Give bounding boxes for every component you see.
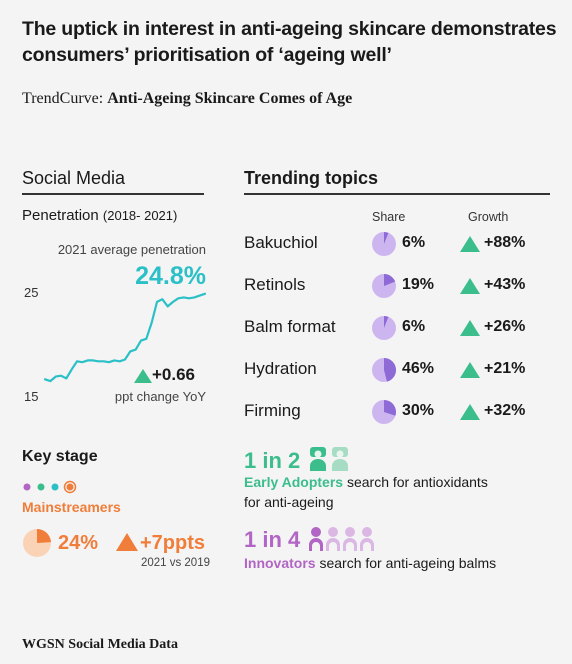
orange-up-triangle-icon — [116, 533, 138, 551]
stage-dot-early-majority — [51, 483, 59, 491]
share-pie-slice — [384, 274, 396, 286]
share-pie-slice — [384, 316, 389, 328]
headline: The uptick in interest in anti-ageing sk… — [22, 18, 557, 66]
mainstreamers-share-value: 24% — [58, 532, 99, 554]
share-pie-bakuchiol — [372, 232, 396, 256]
topic-label-firming: Firming — [244, 401, 301, 420]
subtitle-prefix: TrendCurve: — [22, 90, 104, 107]
social-media-title: Social Media — [22, 168, 126, 188]
share-pie-slice — [384, 232, 389, 244]
delta-value: +0.66 — [152, 365, 196, 384]
growth-up-icon — [460, 278, 480, 294]
growth-value-balm-format: +26% — [484, 318, 526, 335]
early-adopters-text-2: for anti-ageing — [244, 494, 334, 510]
stage-dot-early-adopters — [37, 483, 45, 491]
innovators-label: Innovators — [244, 555, 316, 571]
trending-title: Trending topics — [244, 168, 379, 188]
penetration-line — [43, 292, 207, 383]
growth-up-icon — [460, 404, 480, 420]
y-tick-top: 25 — [24, 285, 39, 300]
topic-label-retinols: Retinols — [244, 275, 306, 294]
subtitle: TrendCurve: Anti-Ageing Skincare Comes o… — [22, 90, 352, 108]
early-adopters-text-1: search for antioxidants — [346, 474, 488, 490]
topic-label-bakuchiol: Bakuchiol — [244, 233, 318, 252]
penetration-heading: Penetration (2018- 2021) — [22, 207, 177, 224]
topic-label-balm-format: Balm format — [244, 317, 336, 336]
topic-label-hydration: Hydration — [244, 359, 317, 378]
innovators-text-body: search for anti-ageing balms — [319, 555, 497, 571]
avg-penetration-value: 24.8% — [135, 262, 206, 290]
early-adopters-people-icon — [310, 447, 348, 471]
early-adopters-text: Early Adopters search for antioxidants f… — [244, 472, 544, 512]
growth-up-icon — [460, 236, 480, 252]
share-pie-slice — [384, 358, 396, 382]
up-triangle-icon — [134, 369, 152, 383]
delta-label: ppt change YoY — [114, 389, 206, 404]
source-label: WGSN Social Media Data — [22, 637, 178, 652]
penetration-range: (2018- 2021) — [102, 208, 178, 223]
early-adopters-ratio: 1 in 2 — [244, 448, 301, 473]
innovators-ratio: 1 in 4 — [244, 527, 301, 552]
share-pie-firming — [372, 400, 396, 424]
innovators-text: Innovators search for anti-ageing balms — [244, 553, 544, 573]
stage-name: Mainstreamers — [22, 499, 121, 515]
growth-up-icon — [460, 362, 480, 378]
share-value-hydration: 46% — [402, 360, 435, 377]
share-pie-balm-format — [372, 316, 396, 340]
early-adopters-label: Early Adopters — [244, 474, 344, 490]
penetration-line-chart — [43, 292, 207, 383]
key-stage-title: Key stage — [22, 448, 98, 465]
mainstreamers-change-value: +7ppts — [140, 532, 206, 554]
growth-value-firming: +32% — [484, 402, 526, 419]
share-pie-slice — [384, 400, 396, 416]
comparison-label: 2021 vs 2019 — [140, 557, 210, 569]
penetration-label: Penetration — [22, 207, 99, 224]
share-value-firming: 30% — [402, 402, 435, 419]
mainstreamers-share-slice — [37, 529, 51, 543]
stage-dot-mainstreamers — [63, 480, 77, 494]
avg-penetration-label: 2021 average penetration — [57, 242, 206, 257]
share-header: Share — [372, 210, 406, 224]
growth-up-icon — [460, 320, 480, 336]
share-value-bakuchiol: 6% — [402, 234, 426, 251]
subtitle-title: Anti-Ageing Skincare Comes of Age — [107, 90, 353, 107]
share-pie-retinols — [372, 274, 396, 298]
stage-dots — [23, 480, 77, 494]
share-pie-hydration — [372, 358, 396, 382]
mainstreamers-share-pie — [23, 529, 51, 557]
share-value-retinols: 19% — [402, 276, 435, 293]
growth-value-retinols: +43% — [484, 276, 526, 293]
trending-rule — [244, 193, 550, 195]
stage-dot-innovators — [23, 483, 31, 491]
share-value-balm-format: 6% — [402, 318, 426, 335]
growth-value-bakuchiol: +88% — [484, 234, 526, 251]
innovators-people-icon — [309, 527, 374, 551]
growth-value-hydration: +21% — [484, 360, 526, 377]
social-media-rule — [22, 193, 204, 195]
y-tick-bottom: 15 — [24, 389, 39, 404]
stage-dot-mainstreamers-fill — [66, 483, 74, 491]
growth-header: Growth — [468, 210, 509, 224]
